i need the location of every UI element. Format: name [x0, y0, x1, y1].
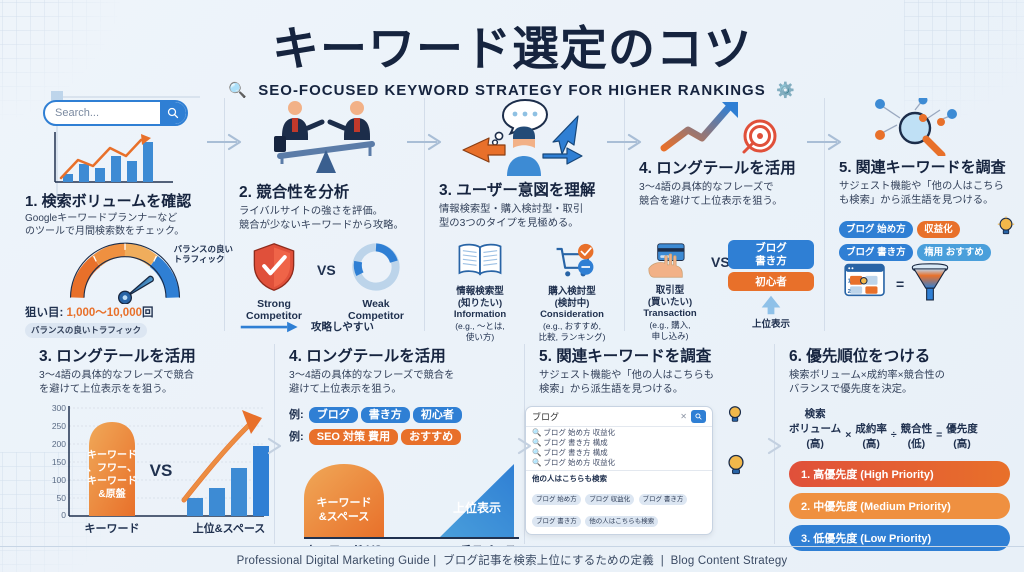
svg-text:&原盤: &原盤: [98, 487, 126, 500]
svg-text:100: 100: [52, 475, 66, 485]
svg-text:250: 250: [52, 421, 66, 431]
svg-text:200: 200: [52, 439, 66, 449]
svg-text:VS: VS: [150, 461, 173, 480]
svg-text:キーワード: キーワード: [87, 475, 137, 487]
svg-text:、フワー、: 、フワー、: [87, 462, 137, 474]
svg-text:上位表示: 上位表示: [453, 500, 501, 515]
svg-text:2: 2: [848, 289, 851, 295]
svg-text:50: 50: [57, 493, 67, 503]
svg-text:上位&スペース: 上位&スペース: [193, 521, 266, 535]
svg-text:キーワード: キーワード: [87, 449, 137, 461]
svg-text:0: 0: [61, 510, 66, 520]
svg-text:&スペース: &スペース: [319, 511, 370, 523]
svg-text:150: 150: [52, 457, 66, 467]
svg-text:1: 1: [848, 278, 851, 284]
svg-text:キーワード: キーワード: [85, 522, 140, 535]
svg-text:キーワード: キーワード: [317, 496, 372, 509]
svg-text:300: 300: [52, 403, 66, 413]
